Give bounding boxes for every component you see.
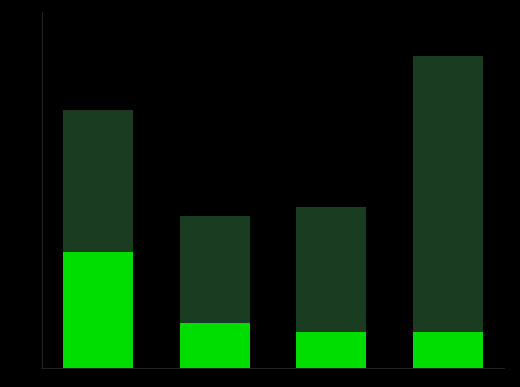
Bar bbox=[296, 332, 367, 368]
Bar bbox=[179, 216, 250, 323]
Bar bbox=[62, 110, 133, 252]
Bar bbox=[179, 323, 250, 368]
Bar bbox=[413, 332, 484, 368]
Bar bbox=[62, 252, 133, 368]
Bar bbox=[413, 56, 484, 332]
Bar bbox=[296, 207, 367, 332]
Legend: Some workforce remote, All workforce remote: Some workforce remote, All workforce rem… bbox=[149, 19, 166, 22]
